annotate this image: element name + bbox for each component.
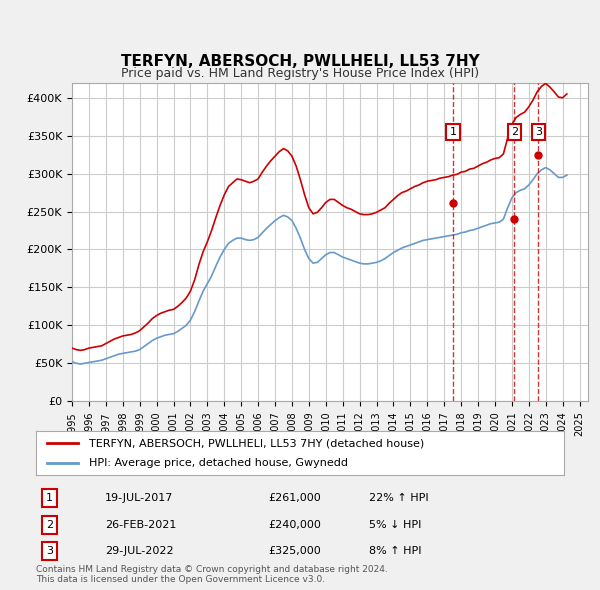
Text: 26-FEB-2021: 26-FEB-2021: [104, 520, 176, 530]
Text: 3: 3: [535, 127, 542, 137]
Text: £325,000: £325,000: [268, 546, 321, 556]
Text: 8% ↑ HPI: 8% ↑ HPI: [368, 546, 421, 556]
Text: £240,000: £240,000: [268, 520, 321, 530]
Text: 19-JUL-2017: 19-JUL-2017: [104, 493, 173, 503]
Text: 3: 3: [46, 546, 53, 556]
Text: TERFYN, ABERSOCH, PWLLHELI, LL53 7HY (detached house): TERFYN, ABERSOCH, PWLLHELI, LL53 7HY (de…: [89, 438, 424, 448]
Text: HPI: Average price, detached house, Gwynedd: HPI: Average price, detached house, Gwyn…: [89, 458, 348, 467]
Text: 29-JUL-2022: 29-JUL-2022: [104, 546, 173, 556]
Text: Contains HM Land Registry data © Crown copyright and database right 2024.: Contains HM Land Registry data © Crown c…: [36, 565, 388, 574]
Text: 22% ↑ HPI: 22% ↑ HPI: [368, 493, 428, 503]
Text: 2: 2: [46, 520, 53, 530]
Text: 2: 2: [511, 127, 518, 137]
Text: 1: 1: [46, 493, 53, 503]
Text: 1: 1: [450, 127, 457, 137]
Text: This data is licensed under the Open Government Licence v3.0.: This data is licensed under the Open Gov…: [36, 575, 325, 584]
Text: £261,000: £261,000: [268, 493, 321, 503]
Text: TERFYN, ABERSOCH, PWLLHELI, LL53 7HY: TERFYN, ABERSOCH, PWLLHELI, LL53 7HY: [121, 54, 479, 70]
Text: 5% ↓ HPI: 5% ↓ HPI: [368, 520, 421, 530]
Text: Price paid vs. HM Land Registry's House Price Index (HPI): Price paid vs. HM Land Registry's House …: [121, 67, 479, 80]
